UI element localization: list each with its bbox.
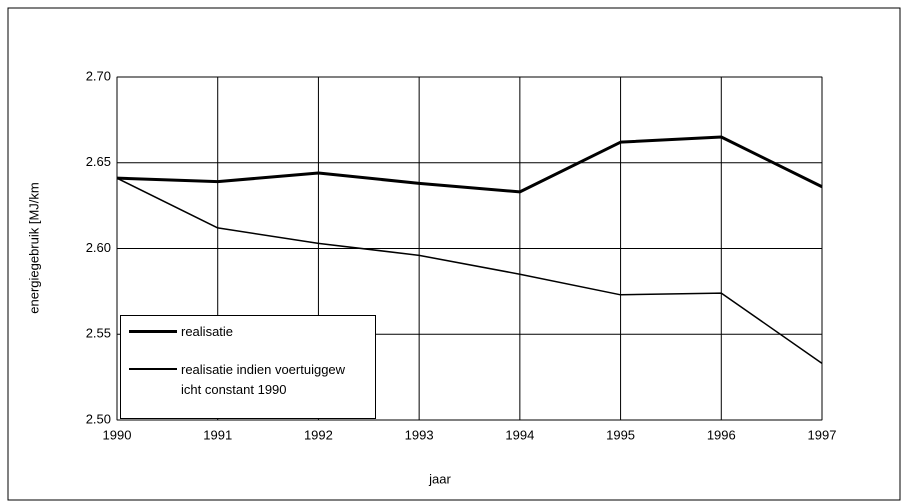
series-line (116, 135, 823, 194)
legend-label: realisatie (181, 324, 234, 339)
y-tick-label: 2.50 (86, 411, 111, 426)
x-tick-label: 1995 (606, 427, 635, 442)
legend-label: realisatie indien voertuiggew icht const… (181, 362, 346, 397)
legend-swatch (129, 368, 177, 370)
y-tick-label: 2.55 (86, 326, 111, 341)
legend: realisatie realisatie indien voertuiggew … (120, 315, 376, 419)
x-tick-label: 1990 (103, 427, 132, 442)
x-tick-label: 1996 (707, 427, 736, 442)
legend-entry: realisatie indien voertuiggew icht const… (129, 360, 361, 400)
y-axis-label: energiegebruik [MJ/km (26, 182, 41, 314)
y-tick-label: 2.60 (86, 240, 111, 255)
x-tick-label: 1991 (203, 427, 232, 442)
y-tick-label: 2.65 (86, 154, 111, 169)
y-tick-label: 2.70 (86, 68, 111, 83)
x-tick-label: 1997 (808, 427, 837, 442)
legend-entry: realisatie (129, 322, 361, 342)
frame (7, 7, 901, 501)
x-tick-label: 1994 (505, 427, 534, 442)
x-tick-label: 1992 (304, 427, 333, 442)
legend-swatch (129, 330, 177, 333)
series-line (116, 177, 823, 365)
x-axis-label: jaar (428, 471, 451, 486)
x-tick-label: 1993 (405, 427, 434, 442)
